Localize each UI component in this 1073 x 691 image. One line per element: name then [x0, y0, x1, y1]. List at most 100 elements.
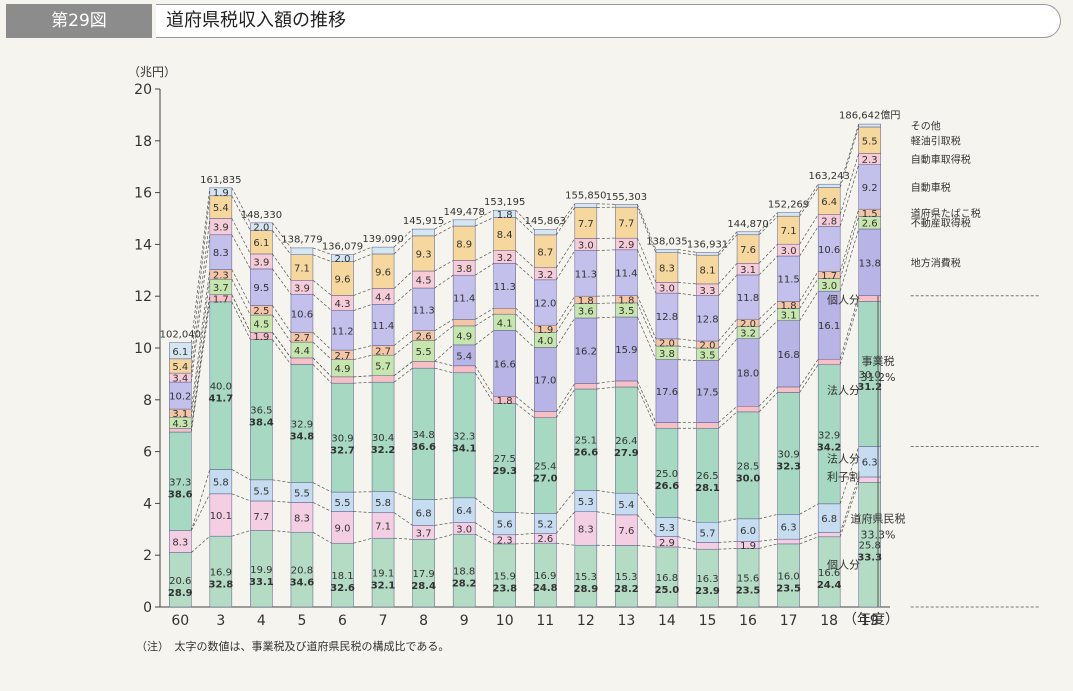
connector-line [191, 535, 211, 553]
segment-value-label: 12.8 [696, 314, 718, 325]
segment-value-label: 10.1 [210, 511, 232, 522]
segment-value-label: 28.5 [737, 461, 759, 472]
segment-value-label: 5.6 [497, 520, 513, 531]
bar-segment-other [777, 212, 800, 217]
y-tick-label: 16 [134, 186, 152, 202]
connector-line [434, 522, 454, 526]
x-tick-label: 8 [419, 613, 428, 629]
segment-value-label: 30.4 [372, 433, 394, 444]
title-bar [156, 4, 1061, 38]
connector-line [190, 301, 211, 433]
bar-segment-biz_ind [290, 357, 314, 365]
footnote: （注） 太字の数値は、事業税及び道府県民税の構成比である。 [136, 639, 449, 653]
segment-value-label: 4.5 [416, 276, 432, 287]
connector-line [555, 238, 576, 268]
connector-line [758, 392, 778, 413]
connector-line [190, 469, 211, 531]
connector-line [434, 344, 454, 362]
segment-value-label: 1.7 [213, 294, 229, 305]
connector-line [515, 330, 535, 348]
connector-line [758, 308, 778, 327]
connector-line [475, 217, 494, 227]
connector-line [272, 479, 291, 483]
connector-line [677, 359, 697, 361]
segment-value-label: 8.9 [456, 239, 472, 250]
x-axis-labels: 60 3 4 5 6 7 8 9 10 11 12 13 14 15 16 17 18 19 [171, 613, 878, 629]
connector-line [758, 301, 778, 320]
connector-line [272, 222, 292, 249]
segment-value-label: 8.3 [578, 524, 594, 535]
segment-value-label: 2.5 [253, 306, 269, 317]
pref-ratio-label: 23.9 [695, 586, 720, 597]
segment-value-label: 15.3 [575, 572, 597, 583]
segment-value-label: 16.3 [696, 574, 718, 585]
connector-line [353, 537, 373, 544]
bar-segment-biz_ind [858, 295, 881, 302]
segment-value-label: 11.8 [737, 293, 759, 304]
segment-value-label: 10.6 [291, 309, 313, 320]
segment-value-label: 40.0 [210, 382, 232, 393]
connector-line [718, 274, 738, 296]
connector-line [555, 250, 576, 281]
segment-value-label: 25.8 [859, 541, 881, 552]
segment-value-label: 3.0 [781, 246, 797, 257]
connector-line [312, 341, 332, 360]
connector-line [312, 482, 332, 493]
segment-value-label: 8.7 [537, 247, 553, 258]
connector-line [556, 511, 576, 534]
x-tick-label: 16 [739, 613, 757, 629]
connector-line [718, 338, 738, 361]
connector-line [758, 320, 778, 339]
segment-value-label: 5.7 [700, 528, 716, 539]
pref-ratio-label: 28.2 [452, 579, 477, 590]
x-tick-label: 12 [577, 613, 595, 629]
connector-line [596, 249, 616, 251]
segment-value-label: 7.7 [618, 219, 634, 230]
bar-segment-biz_ind [371, 375, 395, 383]
biz-ratio-label: 26.6 [655, 481, 680, 492]
connector-line [718, 548, 738, 550]
bar-segment-other [736, 231, 760, 236]
pref-ratio-label: 24.4 [817, 580, 842, 591]
connector-line [474, 263, 494, 276]
connector-line [799, 226, 819, 257]
connector-line [758, 543, 778, 549]
connector-line [434, 533, 454, 540]
pref-ratio-label: 34.6 [290, 578, 315, 589]
bar-segment-other [331, 254, 354, 262]
connector-line [393, 228, 413, 248]
bar-total-label: 145,863 [525, 216, 566, 227]
bar-segment-other [169, 342, 192, 360]
connector-line [353, 375, 373, 378]
connector-line [596, 511, 616, 516]
connector-line [596, 302, 616, 304]
connector-line [190, 218, 211, 374]
segment-value-label: 5.8 [375, 498, 391, 509]
connector-line [758, 212, 778, 233]
segment-value-label: 11.2 [331, 326, 353, 337]
segment-value-label: 19.9 [250, 565, 272, 576]
segment-value-label: 34.8 [412, 430, 434, 441]
segment-value-label: 2.3 [497, 535, 513, 546]
biz-ratio-label: 34.2 [817, 442, 842, 453]
segment-value-label: 16.0 [777, 571, 799, 582]
segment-value-label: 7.1 [294, 264, 310, 275]
connector-line [434, 319, 454, 332]
connector-line [677, 517, 697, 523]
segment-value-label: 7.7 [253, 512, 269, 523]
connector-line [799, 359, 819, 388]
connector-line [474, 522, 494, 536]
connector-line [231, 530, 251, 537]
pref-ratio-label: 23.8 [492, 583, 517, 594]
bar-segment-tobacco [493, 307, 516, 315]
biz-ratio-label: 38.6 [168, 489, 193, 500]
connector-line [799, 214, 819, 245]
y-tick-label: 20 [134, 82, 152, 98]
segment-value-label: 30.9 [331, 434, 353, 445]
connector-line [677, 536, 697, 543]
connector-line [231, 218, 251, 255]
segment-value-label: 3.5 [618, 306, 634, 317]
segment-value-label: 1.8 [497, 396, 513, 407]
pref-total-label: 33.3% [861, 529, 896, 542]
bar-segment-biz_ind [817, 358, 841, 365]
